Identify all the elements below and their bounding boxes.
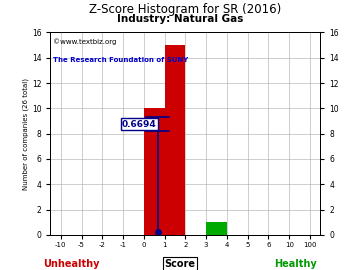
Text: 0.6694: 0.6694	[122, 120, 157, 129]
Title: Z-Score Histogram for SR (2016): Z-Score Histogram for SR (2016)	[89, 3, 282, 16]
Bar	[165, 45, 185, 235]
Text: Unhealthy: Unhealthy	[43, 259, 100, 269]
Bar	[206, 222, 227, 235]
Text: ©www.textbiz.org: ©www.textbiz.org	[53, 39, 117, 45]
Text: The Research Foundation of SUNY: The Research Foundation of SUNY	[53, 57, 188, 63]
Text: Industry: Natural Gas: Industry: Natural Gas	[117, 14, 243, 24]
Y-axis label: Number of companies (26 total): Number of companies (26 total)	[22, 78, 29, 190]
Text: Healthy: Healthy	[274, 259, 317, 269]
Text: Score: Score	[165, 259, 195, 269]
Bar	[144, 108, 165, 235]
